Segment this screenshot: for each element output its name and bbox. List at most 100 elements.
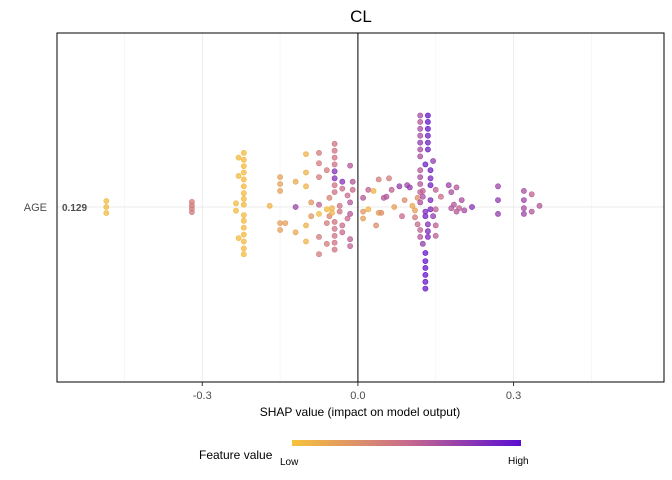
- data-point: [240, 212, 247, 218]
- data-point: [521, 197, 527, 203]
- x-tick-label: 0.3: [506, 390, 521, 402]
- data-point: [303, 169, 309, 176]
- plot-panel: [56, 32, 665, 383]
- data-point: [303, 222, 309, 229]
- legend-title: Feature value: [199, 448, 273, 462]
- data-point: [233, 200, 239, 207]
- data-point: [427, 175, 434, 182]
- data-point: [370, 187, 377, 194]
- data-point: [427, 197, 434, 203]
- data-point: [396, 183, 403, 190]
- data-point: [103, 198, 110, 204]
- data-point: [316, 174, 322, 180]
- data-point: [323, 240, 330, 247]
- data-point: [417, 125, 424, 132]
- data-point: [419, 187, 426, 194]
- data-point: [266, 202, 273, 209]
- data-point: [339, 229, 346, 236]
- data-point: [422, 258, 429, 264]
- data-point: [240, 217, 247, 224]
- data-point: [331, 218, 338, 225]
- data-point: [424, 139, 431, 146]
- data-point: [331, 175, 338, 182]
- data-point: [430, 213, 436, 220]
- data-point: [365, 206, 372, 213]
- data-point: [450, 201, 457, 208]
- data-point: [240, 190, 247, 197]
- x-tick-label: -0.3: [193, 390, 212, 402]
- data-point: [417, 174, 424, 180]
- data-point: [282, 220, 289, 226]
- data-point: [528, 208, 535, 215]
- data-point: [422, 285, 429, 292]
- data-point: [424, 125, 431, 132]
- data-point: [412, 207, 418, 214]
- data-point: [292, 178, 299, 185]
- panel-border: [56, 32, 665, 383]
- data-point: [417, 146, 424, 153]
- data-point: [323, 220, 330, 226]
- data-point: [240, 149, 247, 156]
- data-point: [349, 186, 356, 193]
- data-point: [422, 271, 429, 278]
- data-point: [422, 250, 429, 256]
- data-point: [308, 199, 315, 206]
- data-point: [424, 221, 431, 228]
- data-point: [316, 251, 322, 258]
- data-point: [424, 132, 431, 139]
- data-point: [303, 183, 309, 190]
- data-point: [386, 175, 392, 182]
- data-point: [240, 176, 247, 183]
- data-point: [453, 184, 460, 191]
- data-point: [339, 222, 346, 229]
- data-point: [336, 202, 343, 209]
- data-point: [378, 209, 385, 216]
- legend-low-label: Low: [280, 457, 299, 468]
- data-point: [427, 167, 434, 174]
- data-point: [240, 156, 247, 163]
- data-point: [417, 119, 424, 125]
- x-tick-label: 0.0: [350, 390, 365, 402]
- data-point: [528, 191, 535, 198]
- color-legend: Feature value Low High: [199, 440, 529, 468]
- data-point: [277, 181, 283, 187]
- data-point: [349, 178, 356, 185]
- feature-name-label: AGE: [24, 202, 47, 214]
- data-point: [103, 204, 110, 210]
- data-point: [331, 168, 338, 175]
- data-point: [240, 251, 247, 258]
- data-point: [521, 187, 527, 194]
- chart-title: CL: [350, 7, 372, 26]
- data-point: [360, 194, 366, 201]
- data-point: [240, 169, 247, 176]
- data-point: [422, 208, 429, 215]
- data-point: [240, 238, 247, 245]
- data-point: [399, 213, 405, 220]
- data-point: [339, 185, 346, 192]
- data-point: [417, 167, 424, 174]
- data-point: [417, 227, 424, 233]
- data-point: [424, 112, 431, 119]
- data-point: [456, 205, 462, 212]
- data-point: [277, 187, 283, 194]
- data-point: [409, 202, 416, 209]
- data-point: [391, 204, 398, 210]
- data-point: [414, 221, 421, 228]
- data-point: [308, 213, 315, 220]
- data-point: [383, 193, 390, 200]
- data-point: [331, 161, 338, 168]
- data-point: [347, 210, 353, 217]
- data-point: [277, 174, 283, 180]
- data-point: [331, 246, 338, 253]
- data-point: [422, 278, 429, 285]
- data-point: [331, 140, 338, 147]
- data-point: [347, 243, 353, 249]
- data-point: [240, 195, 247, 202]
- data-point: [344, 192, 351, 199]
- data-point: [521, 205, 527, 212]
- legend-high-label: High: [508, 456, 529, 467]
- data-point: [388, 186, 395, 193]
- data-point: [292, 204, 299, 210]
- data-point: [458, 197, 465, 203]
- data-point: [329, 209, 335, 216]
